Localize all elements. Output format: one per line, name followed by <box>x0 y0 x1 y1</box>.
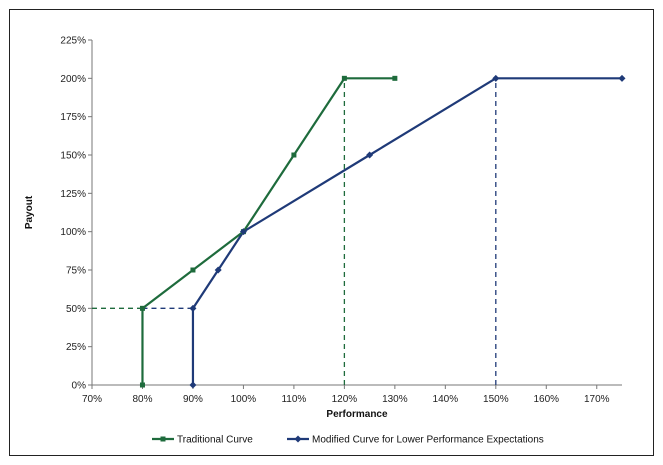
data-point-modified <box>239 228 247 236</box>
legend-label-traditional-curve: Traditional Curve <box>177 435 253 446</box>
series-markers <box>139 74 626 389</box>
x-tick-label: 150% <box>483 394 509 405</box>
data-point-traditional <box>291 152 297 158</box>
y-axis-title: Payout <box>24 195 35 229</box>
y-tick-labels: 0% 25% 50% 75% 100% 125% 150% 175% 200% 225% <box>60 36 86 392</box>
data-point-traditional <box>392 75 398 81</box>
axes <box>88 39 622 389</box>
data-point-modified <box>189 304 197 312</box>
x-tick-label: 120% <box>332 394 358 405</box>
x-tick-label: 160% <box>533 394 559 405</box>
data-point-modified <box>492 74 500 82</box>
data-point-modified <box>366 151 374 159</box>
y-tick-label: 0% <box>72 381 87 392</box>
y-tick-label: 150% <box>60 151 86 162</box>
data-point-traditional <box>139 305 145 311</box>
reference-lines <box>92 78 497 385</box>
y-tick-label: 75% <box>66 266 86 277</box>
y-tick-label: 225% <box>60 36 86 47</box>
series-line-0 <box>141 77 395 385</box>
y-tick-label: 125% <box>60 189 86 200</box>
x-tick-label: 80% <box>132 394 152 405</box>
data-point-traditional <box>341 75 347 81</box>
legend-label-modified-curve: Modified Curve for Lower Performance Exp… <box>312 435 544 446</box>
legend-marker-traditional-curve <box>160 436 166 442</box>
x-tick-label: 90% <box>183 394 203 405</box>
y-tick-label: 100% <box>60 227 86 238</box>
x-tick-labels: 70% 80% 90% 100% 110% 120% 130% 140% 150% 160% 170… <box>82 394 610 405</box>
x-axis-title: Performance <box>326 409 388 420</box>
x-tick-label: 70% <box>82 394 102 405</box>
legend: Traditional Curve Modified Curve for Low… <box>152 435 544 446</box>
y-tick-label: 200% <box>60 74 86 85</box>
data-point-traditional <box>139 382 145 388</box>
chart-frame <box>9 9 654 456</box>
y-tick-label: 175% <box>60 112 86 123</box>
x-tick-label: 130% <box>382 394 408 405</box>
y-tick-label: 25% <box>66 342 86 353</box>
data-point-modified <box>189 381 197 389</box>
legend-marker-modified-curve <box>294 435 302 443</box>
data-point-modified <box>214 266 222 274</box>
series-line-1 <box>191 77 622 385</box>
x-tick-label: 100% <box>231 394 257 405</box>
series-lines <box>141 77 622 385</box>
x-tick-label: 110% <box>281 394 306 405</box>
x-tick-label: 140% <box>433 394 459 405</box>
x-tick-label: 170% <box>584 394 610 405</box>
y-tick-label: 50% <box>66 304 86 315</box>
data-point-modified <box>618 74 626 82</box>
data-point-traditional <box>190 267 196 273</box>
